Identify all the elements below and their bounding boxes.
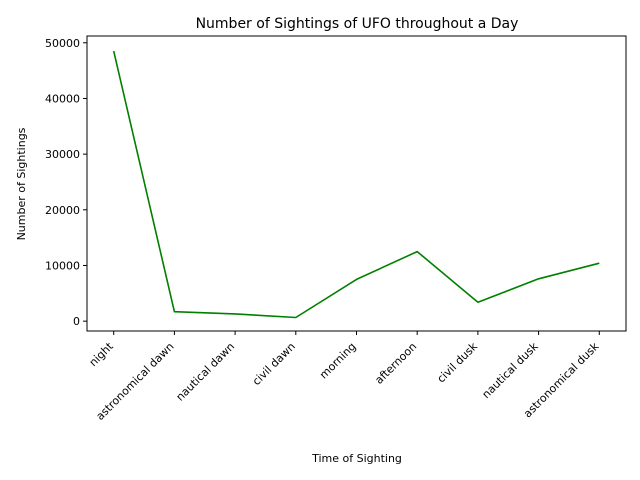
y-tick-label: 40000 [45, 92, 80, 105]
y-tick-label: 0 [73, 315, 80, 328]
y-tick-label: 10000 [45, 259, 80, 272]
x-tick-label: civil dawn [250, 340, 298, 388]
y-axis-label: Number of Sightings [15, 127, 28, 240]
x-tick-label: nautical dusk [480, 339, 542, 401]
y-tick-label: 30000 [45, 148, 80, 161]
series-layer [112, 50, 600, 319]
x-tick-label: afternoon [372, 340, 419, 387]
y-tick-label: 50000 [45, 37, 80, 50]
x-axis-label: Time of Sighting [311, 452, 402, 465]
y-tick-label: 20000 [45, 204, 80, 217]
x-tick-label: civil dusk [435, 339, 481, 385]
x-tick-label: night [87, 339, 117, 369]
x-tick-label: nautical dawn [174, 340, 238, 404]
chart-title: Number of Sightings of UFO throughout a … [196, 16, 519, 32]
y-axis: 0 10000 20000 30000 40000 50000 [45, 37, 87, 328]
x-tick-label: morning [317, 340, 359, 382]
series-line [112, 50, 600, 319]
